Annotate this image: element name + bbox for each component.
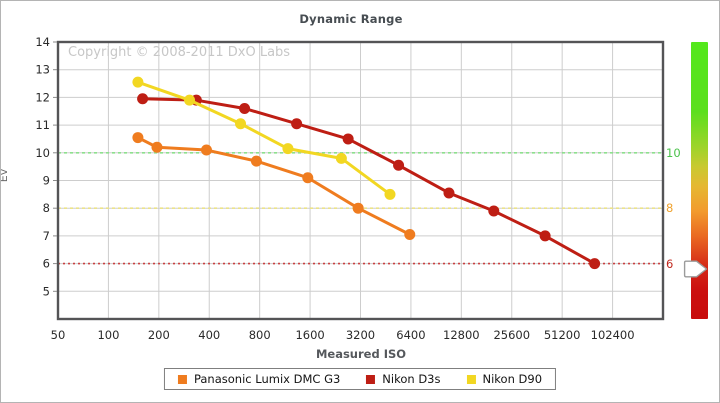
legend-swatch-icon — [366, 374, 376, 384]
data-point[interactable] — [235, 118, 247, 130]
data-point[interactable] — [137, 93, 149, 105]
score-gradient-bar — [691, 42, 708, 319]
y-tick-label: 6 — [43, 257, 50, 271]
y-tick-label: 13 — [35, 63, 50, 77]
y-tick-label: 8 — [43, 201, 50, 215]
legend-label: Nikon D3s — [382, 372, 441, 386]
y-tick-label: 9 — [43, 174, 50, 188]
y-tick-label: 11 — [35, 118, 50, 132]
legend-swatch-icon — [177, 374, 187, 384]
x-tick-label: 400 — [198, 328, 220, 342]
data-point[interactable] — [589, 258, 601, 270]
data-point[interactable] — [384, 188, 396, 200]
chart-title: Dynamic Range — [299, 12, 403, 26]
legend-label: Panasonic Lumix DMC G3 — [193, 372, 341, 386]
y-tick-label: 7 — [43, 229, 50, 243]
series-line-nikon-d90 — [136, 80, 392, 196]
data-point[interactable] — [302, 172, 314, 184]
data-point[interactable] — [282, 143, 294, 155]
x-tick-label: 51200 — [544, 328, 581, 342]
x-tick-label: 200 — [148, 328, 170, 342]
x-tick-label: 3200 — [346, 328, 375, 342]
y-tick-label: 12 — [35, 90, 50, 104]
y-tick-label: 5 — [43, 284, 50, 298]
data-point[interactable] — [404, 229, 416, 241]
x-tick-label: 800 — [249, 328, 271, 342]
x-tick-label: 25600 — [493, 328, 530, 342]
data-point[interactable] — [443, 187, 455, 199]
legend-label: Nikon D90 — [482, 372, 543, 386]
reference-label-10: 10 — [666, 145, 681, 160]
data-point[interactable] — [342, 133, 354, 145]
reference-label-6: 6 — [666, 256, 674, 271]
legend-item-panasonic-lumix-dmc-g3[interactable]: Panasonic Lumix DMC G3 — [177, 372, 341, 386]
data-point[interactable] — [539, 230, 551, 242]
data-point[interactable] — [393, 159, 405, 171]
y-tick-label: 10 — [35, 146, 50, 160]
data-point[interactable] — [352, 202, 364, 214]
data-point[interactable] — [200, 144, 212, 156]
legend-item-nikon-d90[interactable]: Nikon D90 — [466, 372, 543, 386]
x-tick-label: 102400 — [591, 328, 635, 342]
x-axis-title: Measured ISO — [315, 347, 407, 361]
series-line-nikon-d3s — [141, 97, 597, 266]
score-pointer[interactable] — [683, 259, 709, 279]
x-tick-label: 12800 — [443, 328, 480, 342]
data-point[interactable] — [239, 102, 251, 114]
legend: Panasonic Lumix DMC G3 Nikon D3s Nikon D90 — [163, 368, 557, 390]
x-tick-label: 100 — [97, 328, 119, 342]
data-point[interactable] — [132, 76, 144, 88]
copyright-watermark: Copyright © 2008-2011 DxO Labs — [68, 45, 291, 60]
data-point[interactable] — [250, 155, 262, 167]
legend-swatch-icon — [466, 374, 476, 384]
y-tick-label: 14 — [35, 35, 50, 49]
data-point[interactable] — [184, 94, 196, 106]
legend-item-nikon-d3s[interactable]: Nikon D3s — [366, 372, 441, 386]
data-point[interactable] — [335, 152, 347, 164]
score-pointer-arrow-icon — [683, 260, 708, 278]
x-tick-label: 1600 — [295, 328, 324, 342]
data-point[interactable] — [132, 132, 144, 144]
data-point[interactable] — [291, 118, 303, 130]
data-point[interactable] — [151, 141, 163, 153]
x-tick-label: 6400 — [396, 328, 425, 342]
x-tick-label: 50 — [51, 328, 66, 342]
plot-border — [56, 40, 665, 321]
data-point[interactable] — [488, 205, 500, 217]
reference-label-8: 8 — [666, 201, 674, 216]
